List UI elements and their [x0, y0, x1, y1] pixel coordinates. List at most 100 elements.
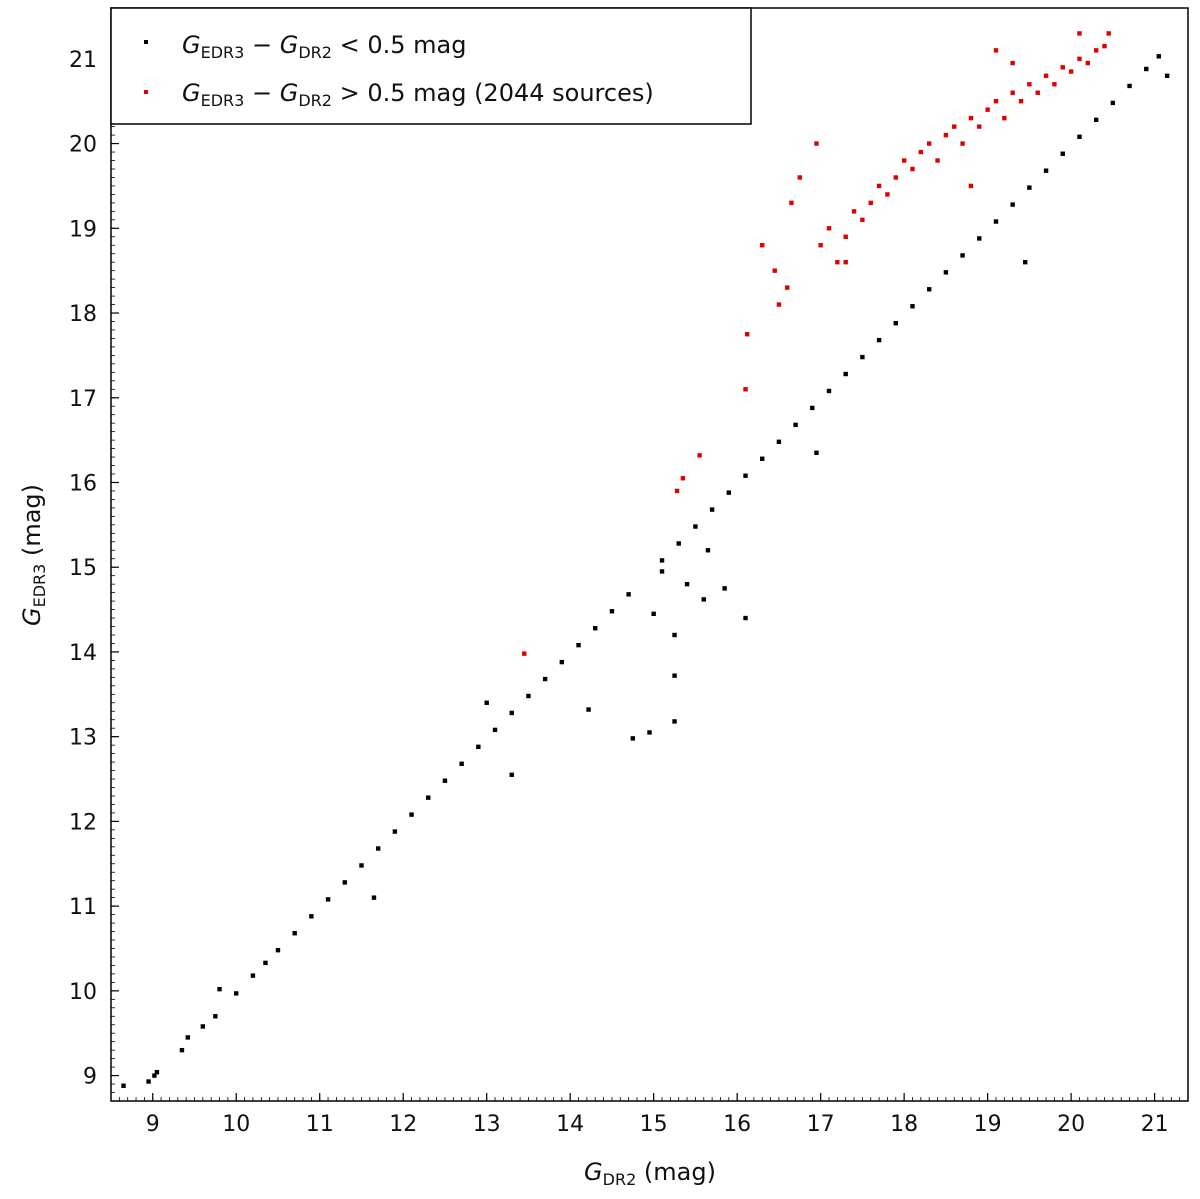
legend-entry-red: GEDR3 − GDR2 > 0.5 mag (2044 sources) — [182, 79, 654, 110]
scatter-point — [559, 659, 565, 665]
y-tick-label: 19 — [69, 217, 97, 242]
y-tick-label: 10 — [69, 980, 97, 1005]
legend-red-sub1: EDR3 — [201, 91, 245, 110]
scatter-point — [968, 183, 974, 189]
scatter-point — [1093, 48, 1099, 53]
scatter-point — [1077, 56, 1082, 62]
x-tick-label: 15 — [640, 1112, 668, 1137]
x-tick-label: 14 — [556, 1112, 584, 1137]
scatter-point — [743, 615, 748, 621]
scatter-point — [659, 569, 665, 574]
scatter-point — [1027, 185, 1032, 190]
scatter-point — [680, 476, 686, 481]
y-tick-label: 9 — [83, 1065, 97, 1090]
scatter-point — [1068, 69, 1074, 74]
scatter-point — [1018, 99, 1024, 104]
scatter-point — [1085, 60, 1091, 66]
scatter-point — [910, 304, 915, 309]
scatter-point — [785, 285, 790, 290]
scatter-point — [1127, 83, 1132, 89]
scatter-point — [722, 586, 727, 591]
scatter-point — [952, 124, 957, 129]
series-layer — [121, 31, 1170, 1088]
scatter-point — [843, 371, 848, 377]
y-axis-label: GEDR3 (mag) — [18, 484, 49, 626]
x-tick-label: 19 — [974, 1112, 1002, 1137]
scatter-point — [726, 490, 732, 495]
scatter-point — [1027, 82, 1032, 87]
scatter-point — [1043, 168, 1049, 173]
scatter-point — [1110, 100, 1116, 106]
scatter-point — [943, 270, 949, 275]
scatter-point — [292, 931, 297, 936]
scatter-point — [651, 611, 656, 617]
scatter-point — [826, 388, 832, 394]
scatter-point — [1156, 54, 1161, 59]
scatter-point — [121, 1083, 126, 1088]
y-tick-label: 15 — [69, 556, 97, 581]
scatter-point — [647, 730, 652, 735]
scatter-point — [213, 1014, 218, 1019]
y-tick-labels: 9 10 11 12 13 14 15 16 17 18 19 20 21 — [69, 48, 97, 1090]
scatter-point — [1106, 31, 1111, 36]
scatter-point — [760, 456, 765, 461]
scatter-point — [776, 439, 782, 445]
scatter-point — [526, 693, 531, 699]
scatter-point — [1060, 65, 1065, 70]
scatter-point — [977, 236, 982, 241]
y-tick-label: 20 — [69, 133, 97, 158]
y-tick-label: 12 — [69, 810, 97, 835]
x-tick-label: 20 — [1057, 1112, 1085, 1137]
scatter-point — [797, 175, 802, 180]
scatter-point — [835, 259, 840, 265]
scatter-point — [901, 158, 907, 163]
scatter-point — [843, 259, 848, 265]
scatter-point — [586, 707, 591, 712]
legend-red-rest: > 0.5 mag (2044 sources) — [332, 79, 654, 107]
scatter-point — [371, 895, 377, 900]
x-tick-label: 11 — [306, 1112, 334, 1137]
legend-red-sub2: DR2 — [298, 91, 332, 110]
scatter-point — [676, 541, 681, 546]
x-axis-unit: (mag) — [636, 1158, 716, 1186]
scatter-point — [860, 217, 865, 223]
legend-black-op: − — [244, 31, 279, 59]
scatter-point — [860, 354, 865, 360]
scatter-point — [744, 332, 750, 337]
scatter-point — [1002, 115, 1007, 121]
scatter-point — [918, 149, 924, 155]
scatter-point — [325, 897, 331, 902]
legend-red-g2: G — [280, 79, 299, 107]
legend-marker-black — [144, 40, 148, 44]
scatter-point — [375, 846, 381, 851]
scatter-point — [409, 812, 414, 817]
scatter-point — [1010, 60, 1015, 66]
scatter-point — [484, 700, 489, 705]
scatter-point — [1102, 43, 1107, 49]
x-tick-label: 18 — [890, 1112, 918, 1137]
scatter-point — [876, 183, 882, 189]
y-tick-label: 21 — [69, 48, 97, 73]
scatter-point — [509, 710, 514, 716]
x-tick-label: 13 — [473, 1112, 501, 1137]
legend-black-rest: < 0.5 mag — [332, 31, 466, 59]
scatter-point — [868, 200, 873, 206]
legend-red-g1: G — [182, 79, 201, 107]
scatter-point — [672, 632, 677, 638]
scatter-point — [1052, 82, 1057, 87]
x-tick-label: 16 — [723, 1112, 751, 1137]
scatter-point — [179, 1047, 185, 1053]
scatter-point — [743, 387, 748, 392]
scatter-point — [789, 200, 794, 206]
scatter-point — [851, 209, 857, 214]
scatter-point — [542, 676, 548, 682]
legend-red-op: − — [244, 79, 279, 107]
scatter-point — [968, 115, 974, 121]
x-axis-symbol: G — [584, 1158, 603, 1186]
y-axis-subscript: EDR3 — [30, 564, 49, 608]
scatter-point — [522, 651, 527, 656]
scatter-point — [985, 107, 990, 112]
scatter-point — [234, 991, 239, 996]
scatter-point — [672, 673, 677, 678]
